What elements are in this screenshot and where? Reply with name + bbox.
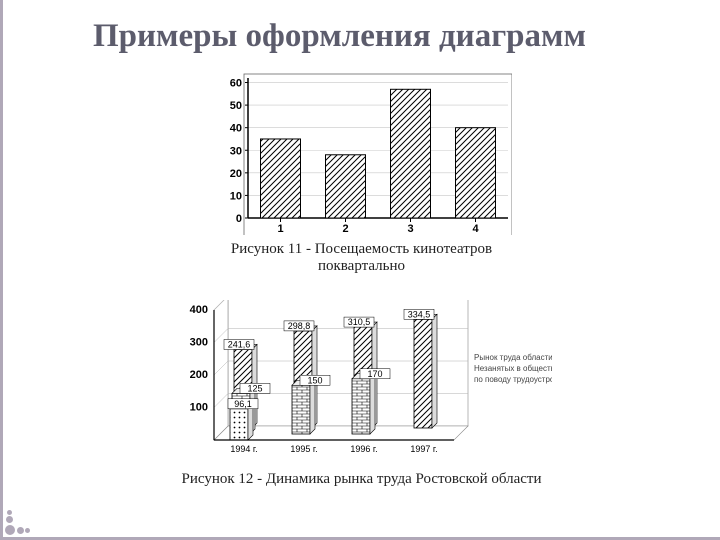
- svg-text:1997 г.: 1997 г.: [410, 444, 437, 454]
- svg-text:100: 100: [189, 402, 207, 414]
- svg-text:1994 г.: 1994 г.: [230, 444, 257, 454]
- svg-text:50: 50: [229, 100, 241, 112]
- svg-text:по поводу трудоустройства: по поводу трудоустройства: [474, 375, 552, 384]
- svg-text:20: 20: [229, 168, 241, 180]
- svg-text:96,1: 96,1: [234, 399, 252, 409]
- corner-decoration: [3, 501, 39, 537]
- svg-text:3: 3: [407, 223, 413, 235]
- svg-text:150: 150: [307, 375, 322, 385]
- svg-text:Рынок труда области: Рынок труда области: [474, 353, 552, 362]
- chart1-caption: Рисунок 11 - Посещаемость кинотеатров по…: [202, 241, 522, 275]
- svg-text:1995 г.: 1995 г.: [290, 444, 317, 454]
- svg-text:298,8: 298,8: [287, 321, 310, 331]
- svg-text:Незанятых в обществших: Незанятых в обществших: [474, 364, 552, 373]
- svg-text:1996 г.: 1996 г.: [350, 444, 377, 454]
- svg-text:2: 2: [342, 223, 348, 235]
- svg-text:310,5: 310,5: [347, 317, 370, 327]
- svg-text:300: 300: [189, 337, 207, 349]
- svg-text:200: 200: [189, 369, 207, 381]
- svg-text:10: 10: [229, 190, 241, 202]
- slide-title: Примеры оформления диаграмм: [93, 18, 690, 55]
- chart2: 100 200 300 400 241,6 298,8 310,5 334,5 96,1 125 1…: [172, 300, 552, 465]
- chart2-caption: Рисунок 12 - Динамика рынка труда Ростов…: [172, 471, 552, 488]
- svg-text:334,5: 334,5: [407, 309, 430, 319]
- svg-text:241,6: 241,6: [227, 339, 250, 349]
- svg-text:0: 0: [235, 213, 241, 225]
- svg-text:40: 40: [229, 123, 241, 135]
- chart1-container: 0 10 20 30 40 50 60 1 2 3 4 Рисунок 11 - Посещаемо…: [202, 70, 522, 275]
- chart1: 0 10 20 30 40 50 60 1 2 3 4: [212, 70, 512, 235]
- chart2-container: 100 200 300 400 241,6 298,8 310,5 334,5 96,1 125 1…: [172, 300, 552, 488]
- svg-text:4: 4: [472, 223, 479, 235]
- svg-text:60: 60: [229, 78, 241, 90]
- svg-text:125: 125: [247, 383, 262, 393]
- svg-text:400: 400: [189, 304, 207, 316]
- svg-text:30: 30: [229, 145, 241, 157]
- svg-text:170: 170: [367, 369, 382, 379]
- svg-text:1: 1: [277, 223, 283, 235]
